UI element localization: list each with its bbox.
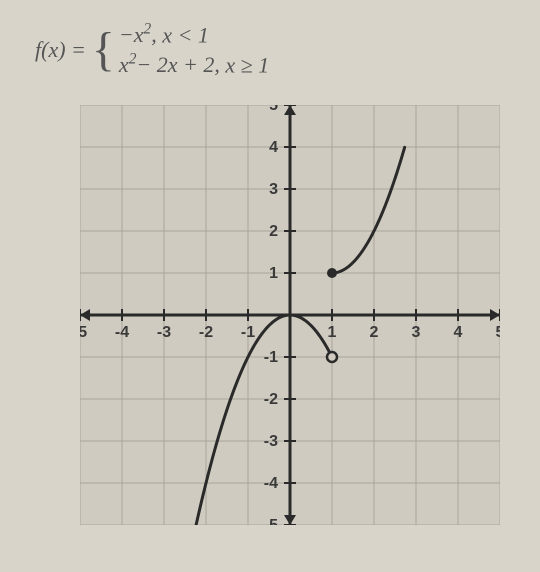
x-tick-label: -1 bbox=[241, 324, 255, 341]
piece1-expr: −x2, bbox=[119, 22, 157, 47]
formula-piece-2: x2− 2x + 2, x ≥ 1 bbox=[119, 50, 269, 80]
y-tick-label: -4 bbox=[264, 475, 278, 492]
y-tick-label: 2 bbox=[269, 223, 278, 240]
y-tick-label: 3 bbox=[269, 181, 278, 198]
x-tick-label: -2 bbox=[199, 324, 213, 341]
x-tick-label: 1 bbox=[328, 324, 337, 341]
x-tick-label: 4 bbox=[454, 324, 463, 341]
x-tick-label: 3 bbox=[412, 324, 421, 341]
piecewise-chart: -5 -4 -3 -2 -1 1 2 3 4 5 -5 -4 -3 -2 -1 1 2 3 4 5 bbox=[80, 105, 500, 525]
y-tick-label: -2 bbox=[264, 391, 278, 408]
x-tick-label: -5 bbox=[80, 324, 87, 341]
formula-brace: { bbox=[92, 30, 115, 70]
y-tick-label: -5 bbox=[264, 517, 278, 525]
y-tick-label: -3 bbox=[264, 433, 278, 450]
formula-pieces: −x2, x < 1 x2− 2x + 2, x ≥ 1 bbox=[119, 20, 269, 80]
formula-lhs: f(x) = bbox=[35, 37, 86, 63]
y-tick-label: 4 bbox=[269, 139, 278, 156]
closed-point bbox=[327, 268, 337, 278]
piecewise-formula: f(x) = { −x2, x < 1 x2− 2x + 2, x ≥ 1 bbox=[35, 20, 520, 80]
y-tick-label: 5 bbox=[269, 105, 278, 114]
y-tick-label: -1 bbox=[264, 349, 278, 366]
x-tick-label: -4 bbox=[115, 324, 129, 341]
piece1-cond: x < 1 bbox=[162, 22, 209, 47]
y-tick-label: 1 bbox=[269, 265, 278, 282]
x-tick-label: 2 bbox=[370, 324, 379, 341]
x-tick-label: 5 bbox=[496, 324, 500, 341]
formula-piece-1: −x2, x < 1 bbox=[119, 20, 269, 50]
piece2-cond: x ≥ 1 bbox=[225, 52, 269, 77]
x-tick-label: -3 bbox=[157, 324, 171, 341]
open-point bbox=[327, 352, 337, 362]
piece2-expr: x2− 2x + 2, bbox=[119, 52, 220, 77]
